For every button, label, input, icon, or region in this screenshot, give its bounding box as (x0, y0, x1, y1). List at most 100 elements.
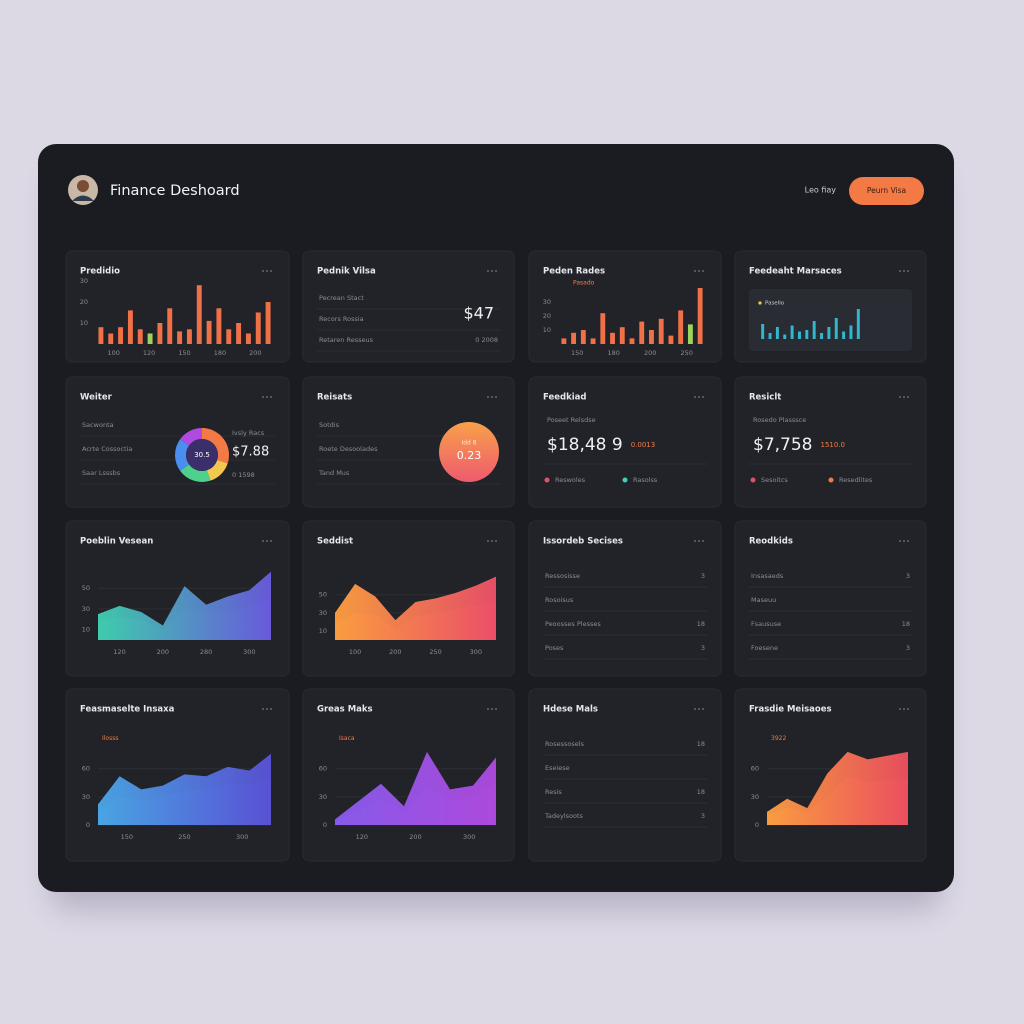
bar (834, 318, 838, 339)
x-tick-label: 250 (429, 648, 441, 656)
x-tick-label: 100 (349, 648, 361, 656)
bar (783, 334, 787, 339)
y-tick-label: 30 (80, 277, 88, 285)
menu-dot (694, 270, 696, 272)
card-title: Poeblin Vesean (80, 537, 153, 547)
bar (118, 327, 124, 344)
card-title: Feasmaselte Insaxa (80, 705, 175, 715)
card (528, 688, 722, 862)
row-value: 18 (697, 620, 705, 628)
menu-dot (903, 708, 905, 710)
bar (167, 308, 173, 344)
legend-label: Reswoles (555, 476, 586, 484)
bar (827, 327, 831, 339)
circle-value: 0.23 (457, 449, 482, 462)
row-label: Recors Rossia (319, 315, 364, 323)
circle-caption: Idd 8 (461, 440, 476, 447)
row-label: Rosoisus (545, 596, 574, 604)
row-label: Poses (545, 644, 564, 652)
area (767, 751, 908, 825)
card-title: Feedkiad (543, 393, 586, 403)
action-button-label[interactable]: Peurn Visa (867, 186, 906, 195)
row-label: Eseiese (545, 764, 570, 772)
menu-dot (266, 708, 268, 710)
bar (820, 333, 824, 339)
legend-dot (622, 477, 628, 483)
menu-dot (907, 708, 909, 710)
bar (697, 288, 703, 344)
row-label: Ressosisse (545, 572, 580, 580)
row-label: Retaren Resseus (319, 336, 374, 344)
card-title: Hdese Mals (543, 705, 598, 715)
menu-dot (491, 396, 493, 398)
row-label: Tadeylsoots (544, 812, 584, 820)
legend-dot (750, 477, 756, 483)
card-title: Issordeb Secises (543, 537, 623, 547)
menu-dot (702, 540, 704, 542)
menu-dot (487, 270, 489, 272)
menu-dot (495, 270, 497, 272)
legend-label: Rasolss (633, 476, 658, 484)
menu-dot (262, 396, 264, 398)
card-title: Seddist (317, 537, 353, 547)
x-tick-label: 120 (143, 349, 155, 357)
menu-dot (698, 540, 700, 542)
card (734, 520, 927, 677)
y-tick-label: 10 (543, 326, 551, 334)
x-tick-label: 200 (389, 648, 401, 656)
bar (561, 338, 567, 344)
bar (805, 330, 809, 339)
row-label: Fsaususe (751, 620, 781, 628)
chart-note: Isaca (339, 735, 355, 742)
menu-dot (266, 396, 268, 398)
bar (775, 327, 779, 339)
menu-dot (899, 708, 901, 710)
row-label: Resis (545, 788, 562, 796)
highlight-circle (439, 422, 499, 482)
x-tick-label: 120 (356, 833, 368, 841)
area (98, 571, 271, 640)
menu-dot (495, 540, 497, 542)
y-tick-label: 0 (323, 821, 327, 829)
bar (137, 329, 143, 344)
x-tick-label: 200 (157, 648, 169, 656)
menu-dot (899, 540, 901, 542)
bar (629, 338, 635, 344)
menu-dot (903, 270, 905, 272)
avatar (68, 175, 98, 205)
donut-value: $7.88 (232, 445, 269, 460)
menu-dot (899, 396, 901, 398)
kpi-value: $7,758 (753, 435, 812, 455)
y-tick-label: 10 (80, 319, 88, 327)
menu-dot (495, 396, 497, 398)
bar (206, 320, 212, 344)
menu-dot (491, 708, 493, 710)
card (528, 520, 722, 677)
user-name[interactable]: Leo fiay (805, 186, 837, 195)
row-label: Insasaeds (751, 572, 784, 580)
card-title: Greas Maks (317, 705, 373, 715)
bar (177, 331, 183, 344)
row-value: 3 (701, 644, 705, 652)
legend-dot (544, 477, 550, 483)
bar (610, 332, 615, 344)
bar (639, 321, 645, 344)
x-tick-label: 300 (243, 648, 255, 656)
card (528, 250, 722, 363)
action-button[interactable] (849, 177, 924, 205)
row-value: 3 (906, 572, 910, 580)
menu-dot (694, 540, 696, 542)
menu-dot (270, 540, 272, 542)
x-tick-label: 150 (571, 349, 583, 357)
row-value: 3 (701, 812, 705, 820)
menu-dot (262, 708, 264, 710)
menu-dot (903, 540, 905, 542)
menu-dot (907, 540, 909, 542)
inner-panel (749, 289, 912, 351)
y-tick-label: 30 (543, 298, 551, 306)
bar (649, 330, 654, 344)
legend-label: Sesoitcs (761, 476, 788, 484)
card-title: Frasdie Meisaoes (749, 705, 832, 715)
row-value: 3 (906, 644, 910, 652)
row-label: Pecrean Stact (319, 294, 364, 302)
